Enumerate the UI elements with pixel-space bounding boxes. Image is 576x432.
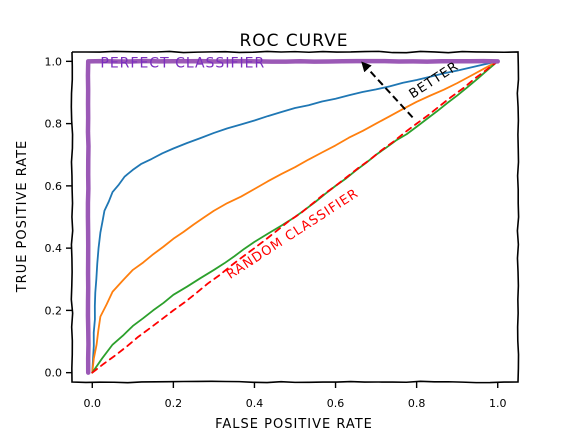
- y-tick-label: 0.2: [45, 304, 63, 317]
- roc-curve-2: [91, 60, 499, 374]
- chart-title: ROC CURVE: [239, 31, 348, 51]
- y-tick-label: 0.8: [45, 118, 63, 131]
- x-tick-label: 1.0: [489, 397, 507, 410]
- x-tick-label: 0.2: [165, 397, 183, 410]
- y-axis-label: TRUE POSITIVE RATE: [15, 140, 30, 294]
- plot-frame: [70, 50, 520, 384]
- ticks-layer: 0.0 0.2 0.4 0.6 0.8 1.0 0.0 0.2 0.4 0.6 0.8 1.0: [45, 55, 507, 410]
- perfect-classifier-line: [85, 58, 500, 375]
- y-tick-label: 0.0: [45, 367, 63, 380]
- roc-curve-1: [91, 60, 499, 374]
- x-tick-label: 0.4: [246, 397, 264, 410]
- random-classifier-line: [91, 60, 499, 374]
- y-tick-label: 1.0: [45, 55, 63, 68]
- x-tick-label: 0.8: [408, 397, 426, 410]
- x-tick-label: 0.0: [84, 397, 102, 410]
- y-tick-label: 0.6: [45, 180, 63, 193]
- x-axis-label: FALSE POSITIVE RATE: [215, 417, 373, 432]
- better-arrow: [361, 61, 414, 119]
- x-tick-label: 0.6: [327, 397, 345, 410]
- series-layer: [85, 58, 500, 375]
- y-tick-label: 0.4: [45, 242, 63, 255]
- perfect-classifier-label: PERFECT CLASSIFIER: [100, 56, 265, 72]
